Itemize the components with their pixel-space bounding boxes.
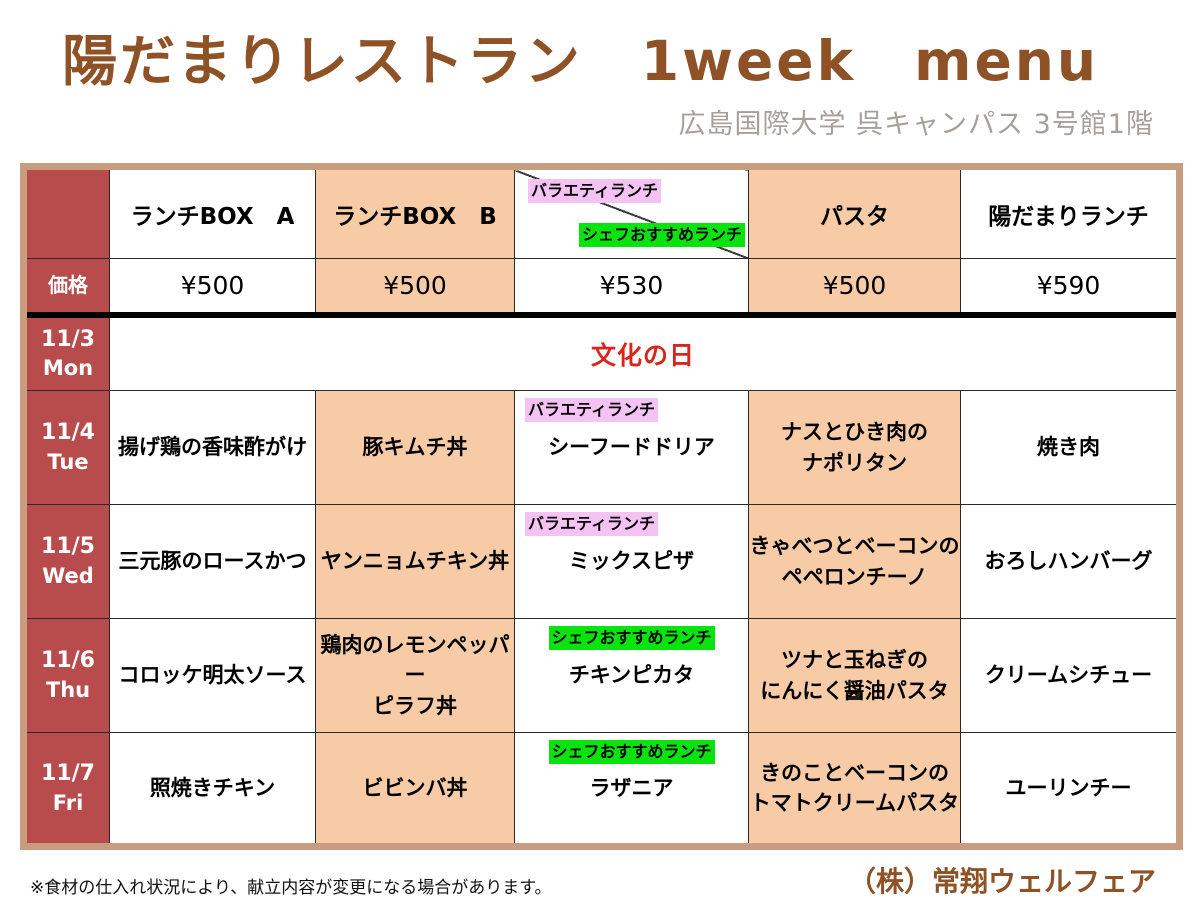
date-label: 11/7 bbox=[41, 760, 95, 786]
price-cell: ¥500 bbox=[748, 258, 961, 318]
holiday-cell: 文化の日 bbox=[109, 314, 1180, 391]
variety-lunch-tag: バラエティランチ bbox=[525, 512, 659, 536]
weekday-label: Tue bbox=[47, 450, 89, 475]
variety-lunch-tag: バラエティランチ bbox=[525, 398, 659, 422]
menu-cell: 揚げ鶏の香味酢がけ bbox=[109, 390, 316, 505]
price-row: 価格 ¥500 ¥500 ¥530 ¥500 ¥590 bbox=[23, 258, 1180, 318]
variety-lunch-tag: バラエティランチ bbox=[528, 179, 662, 203]
page-title: 陽だまりレストラン 1week menu bbox=[62, 29, 1100, 93]
menu-cell: ナスとひき肉の ナポリタン bbox=[748, 390, 961, 505]
page-subtitle: 広島国際大学 呉キャンパス 3号館1階 bbox=[678, 109, 1154, 140]
menu-cell: 豚キムチ丼 bbox=[315, 390, 515, 505]
date-label: 11/6 bbox=[41, 648, 95, 674]
column-header-lunchbox-a: ランチBOX A bbox=[109, 166, 316, 259]
column-header-lunchbox-b: ランチBOX B bbox=[315, 166, 515, 259]
day-row-tue: 11/4 Tue 揚げ鶏の香味酢がけ 豚キムチ丼 バラエティランチ シーフードド… bbox=[23, 390, 1180, 505]
weekday-label: Wed bbox=[42, 564, 94, 589]
chef-recommend-tag: シェフおすすめランチ bbox=[548, 740, 715, 764]
price-cell: ¥500 bbox=[315, 258, 515, 318]
corner-cell bbox=[23, 166, 110, 259]
day-row-mon: 11/3 Mon 文化の日 bbox=[23, 314, 1180, 391]
menu-cell: バラエティランチ ミックスピザ bbox=[514, 504, 749, 619]
menu-cell: 照焼きチキン bbox=[109, 732, 316, 847]
day-cell: 11/7 Fri bbox=[23, 732, 110, 847]
weekday-label: Mon bbox=[42, 356, 94, 381]
weekday-label: Fri bbox=[52, 790, 84, 815]
day-row-fri: 11/7 Fri 照焼きチキン ビビンバ丼 シェフおすすめランチ ラザニア きの… bbox=[23, 732, 1180, 847]
day-cell: 11/3 Mon bbox=[23, 314, 110, 391]
chef-recommend-tag: シェフおすすめランチ bbox=[548, 626, 715, 650]
price-row-label: 価格 bbox=[23, 258, 110, 318]
column-header-hidamari-lunch: 陽だまりランチ bbox=[960, 166, 1180, 259]
menu-cell: きのことベーコンの トマトクリームパスタ bbox=[748, 732, 961, 847]
date-label: 11/4 bbox=[41, 420, 95, 446]
day-cell: 11/4 Tue bbox=[23, 390, 110, 505]
price-cell: ¥500 bbox=[109, 258, 316, 318]
company-name: （株）常翔ウェルフェア bbox=[847, 865, 1156, 898]
menu-cell: バラエティランチ シーフードドリア bbox=[514, 390, 749, 505]
price-cell: ¥530 bbox=[514, 258, 749, 318]
date-label: 11/3 bbox=[41, 326, 95, 352]
weekly-menu-table: ランチBOX A ランチBOX B バラエティランチ シェフおすすめランチ パス… bbox=[20, 163, 1183, 850]
day-row-thu: 11/6 Thu コロッケ明太ソース 鶏肉のレモンペッパー ピラフ丼 シェフおす… bbox=[23, 618, 1180, 733]
weekday-label: Thu bbox=[45, 678, 91, 703]
menu-cell: シェフおすすめランチ チキンピカタ bbox=[514, 618, 749, 733]
menu-cell: ビビンバ丼 bbox=[315, 732, 515, 847]
header-row: ランチBOX A ランチBOX B バラエティランチ シェフおすすめランチ パス… bbox=[23, 166, 1180, 259]
menu-cell: きゃべつとベーコンの ペペロンチーノ bbox=[748, 504, 961, 619]
menu-cell: 焼き肉 bbox=[960, 390, 1180, 505]
menu-cell: コロッケ明太ソース bbox=[109, 618, 316, 733]
holiday-label: 文化の日 bbox=[590, 340, 695, 370]
day-cell: 11/6 Thu bbox=[23, 618, 110, 733]
menu-cell: ヤンニョムチキン丼 bbox=[315, 504, 515, 619]
day-cell: 11/5 Wed bbox=[23, 504, 110, 619]
footer-note: ※食材の仕入れ状況により、献立内容が変更になる場合があります。 bbox=[30, 878, 552, 898]
chef-recommend-tag: シェフおすすめランチ bbox=[578, 223, 745, 247]
column-header-variety-chef: バラエティランチ シェフおすすめランチ bbox=[514, 166, 749, 259]
menu-cell: ユーリンチー bbox=[960, 732, 1180, 847]
menu-cell: クリームシチュー bbox=[960, 618, 1180, 733]
day-row-wed: 11/5 Wed 三元豚のロースかつ ヤンニョムチキン丼 バラエティランチ ミッ… bbox=[23, 504, 1180, 619]
menu-cell: 鶏肉のレモンペッパー ピラフ丼 bbox=[315, 618, 515, 733]
price-cell: ¥590 bbox=[960, 258, 1180, 318]
date-label: 11/5 bbox=[41, 534, 95, 560]
menu-cell: ツナと玉ねぎの にんにく醤油パスタ bbox=[748, 618, 961, 733]
menu-cell: 三元豚のロースかつ bbox=[109, 504, 316, 619]
menu-cell: シェフおすすめランチ ラザニア bbox=[514, 732, 749, 847]
column-header-pasta: パスタ bbox=[748, 166, 961, 259]
menu-cell: おろしハンバーグ bbox=[960, 504, 1180, 619]
